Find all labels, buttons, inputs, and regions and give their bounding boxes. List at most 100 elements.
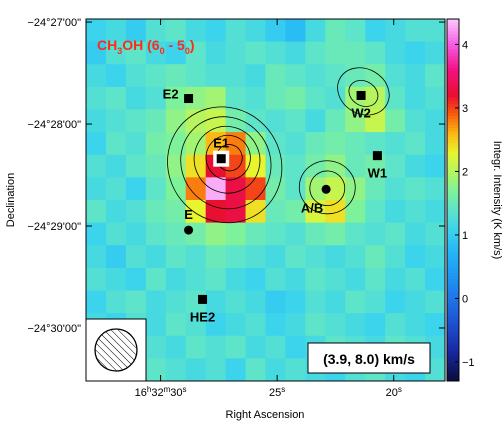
heatmap-cell <box>145 86 167 111</box>
heatmap-cell <box>125 86 147 111</box>
heatmap-cell <box>265 132 287 156</box>
heatmap-cell <box>405 41 426 65</box>
heatmap-cell <box>245 267 267 292</box>
heatmap-cell <box>205 267 227 292</box>
colorbar-segment <box>447 227 459 231</box>
heatmap-cell <box>285 245 306 269</box>
heatmap-cell <box>165 64 187 88</box>
source-marker-e2 <box>184 94 194 104</box>
heatmap-cell <box>125 290 147 314</box>
heatmap-cell <box>205 358 227 381</box>
heatmap-cell <box>165 19 187 43</box>
heatmap-cell <box>365 41 386 65</box>
heatmap-cell <box>285 132 306 156</box>
heatmap-cell <box>265 154 287 178</box>
heatmap-cell <box>205 132 227 156</box>
heatmap-cell <box>265 267 287 292</box>
heatmap-cell <box>365 200 386 224</box>
x-tick-label-part: 25 <box>269 387 281 399</box>
heatmap-cell <box>145 245 167 269</box>
heatmap-cell <box>245 200 267 224</box>
colorbar-segment <box>447 67 459 71</box>
chart-title-sub1: 3 <box>117 46 122 56</box>
colorbar-segment <box>447 181 459 186</box>
colorbar-segment <box>447 172 459 177</box>
heatmap-cell <box>345 267 366 292</box>
chart-title-sub2: 0 <box>160 46 165 56</box>
heatmap-cell <box>105 222 127 246</box>
heatmap-cell <box>205 222 227 246</box>
chart-title-rest: OH (6 <box>122 37 160 53</box>
colorbar-segment <box>447 377 459 382</box>
heatmap-cell <box>405 313 426 337</box>
colorbar-segment <box>447 130 459 135</box>
colorbar-segment <box>447 341 459 346</box>
colorbar-segment <box>447 209 459 213</box>
colorbar-segment <box>447 326 459 331</box>
colorbar-segment <box>447 224 459 228</box>
heatmap-cell <box>86 19 107 43</box>
heatmap-cell <box>165 86 187 111</box>
heatmap-cell <box>285 290 306 314</box>
heatmap-cell <box>165 132 187 156</box>
colorbar-segment <box>447 230 459 234</box>
heatmap-cell <box>125 222 147 246</box>
colorbar-tick-label: 4 <box>462 39 468 51</box>
colorbar-segment <box>447 302 459 307</box>
colorbar-segment <box>447 308 459 313</box>
source-label-e: E <box>184 207 193 222</box>
heatmap-cell <box>285 41 306 65</box>
heatmap-cell <box>385 109 406 133</box>
heatmap-cell <box>325 200 346 224</box>
heatmap-cell <box>265 19 287 43</box>
colorbar-segment <box>447 112 459 117</box>
colorbar-segment <box>447 145 459 150</box>
heatmap-cell <box>285 19 306 43</box>
colorbar-segment <box>447 85 459 89</box>
colorbar-segment <box>447 49 459 53</box>
heatmap-cell <box>125 109 147 133</box>
heatmap-cell <box>325 41 346 65</box>
heatmap-cell <box>145 64 167 88</box>
heatmap-cell <box>325 19 346 43</box>
heatmap-cell <box>405 200 426 224</box>
heatmap-cell <box>425 109 445 133</box>
colorbar-segment <box>447 169 459 174</box>
contour-line <box>180 116 272 210</box>
heatmap-cell <box>225 200 247 224</box>
heatmap-cell <box>265 177 287 201</box>
heatmap-cell <box>305 64 326 88</box>
y-axis-label: Declination <box>5 173 17 227</box>
heatmap-cell <box>265 290 287 314</box>
heatmap-cell <box>145 313 167 337</box>
source-label-w2: W2 <box>351 105 371 120</box>
heatmap-cell <box>86 86 107 111</box>
x-tick-label: 16h32m30s <box>135 385 187 399</box>
colorbar-segment <box>447 329 459 334</box>
colorbar-segment <box>447 121 459 126</box>
heatmap-cell <box>125 154 147 178</box>
colorbar-segment <box>447 184 459 189</box>
heatmap-cell <box>425 64 445 88</box>
heatmap-cell <box>125 41 147 65</box>
heatmap-cell <box>425 313 445 337</box>
colorbar-segment <box>447 320 459 325</box>
colorbar-segment <box>447 296 459 301</box>
colorbar-segment <box>447 148 459 153</box>
colorbar-segment <box>447 118 459 123</box>
source-label-a-b: A/B <box>301 200 323 215</box>
source-marker-w1 <box>372 151 382 161</box>
colorbar-segment <box>447 109 459 114</box>
heatmap-cell <box>225 222 247 246</box>
heatmap-cell <box>145 109 167 133</box>
colorbar-segment <box>447 64 459 68</box>
heatmap-cell <box>105 132 127 156</box>
heatmap-cell <box>245 222 267 246</box>
colorbar-segment <box>447 356 459 361</box>
heatmap-cell <box>425 245 445 269</box>
colorbar-segment <box>447 151 459 156</box>
heatmap-cell <box>205 19 227 43</box>
heatmap-cell <box>365 245 386 269</box>
heatmap-cell <box>245 64 267 88</box>
x-tick-label-part: 20 <box>386 387 398 399</box>
